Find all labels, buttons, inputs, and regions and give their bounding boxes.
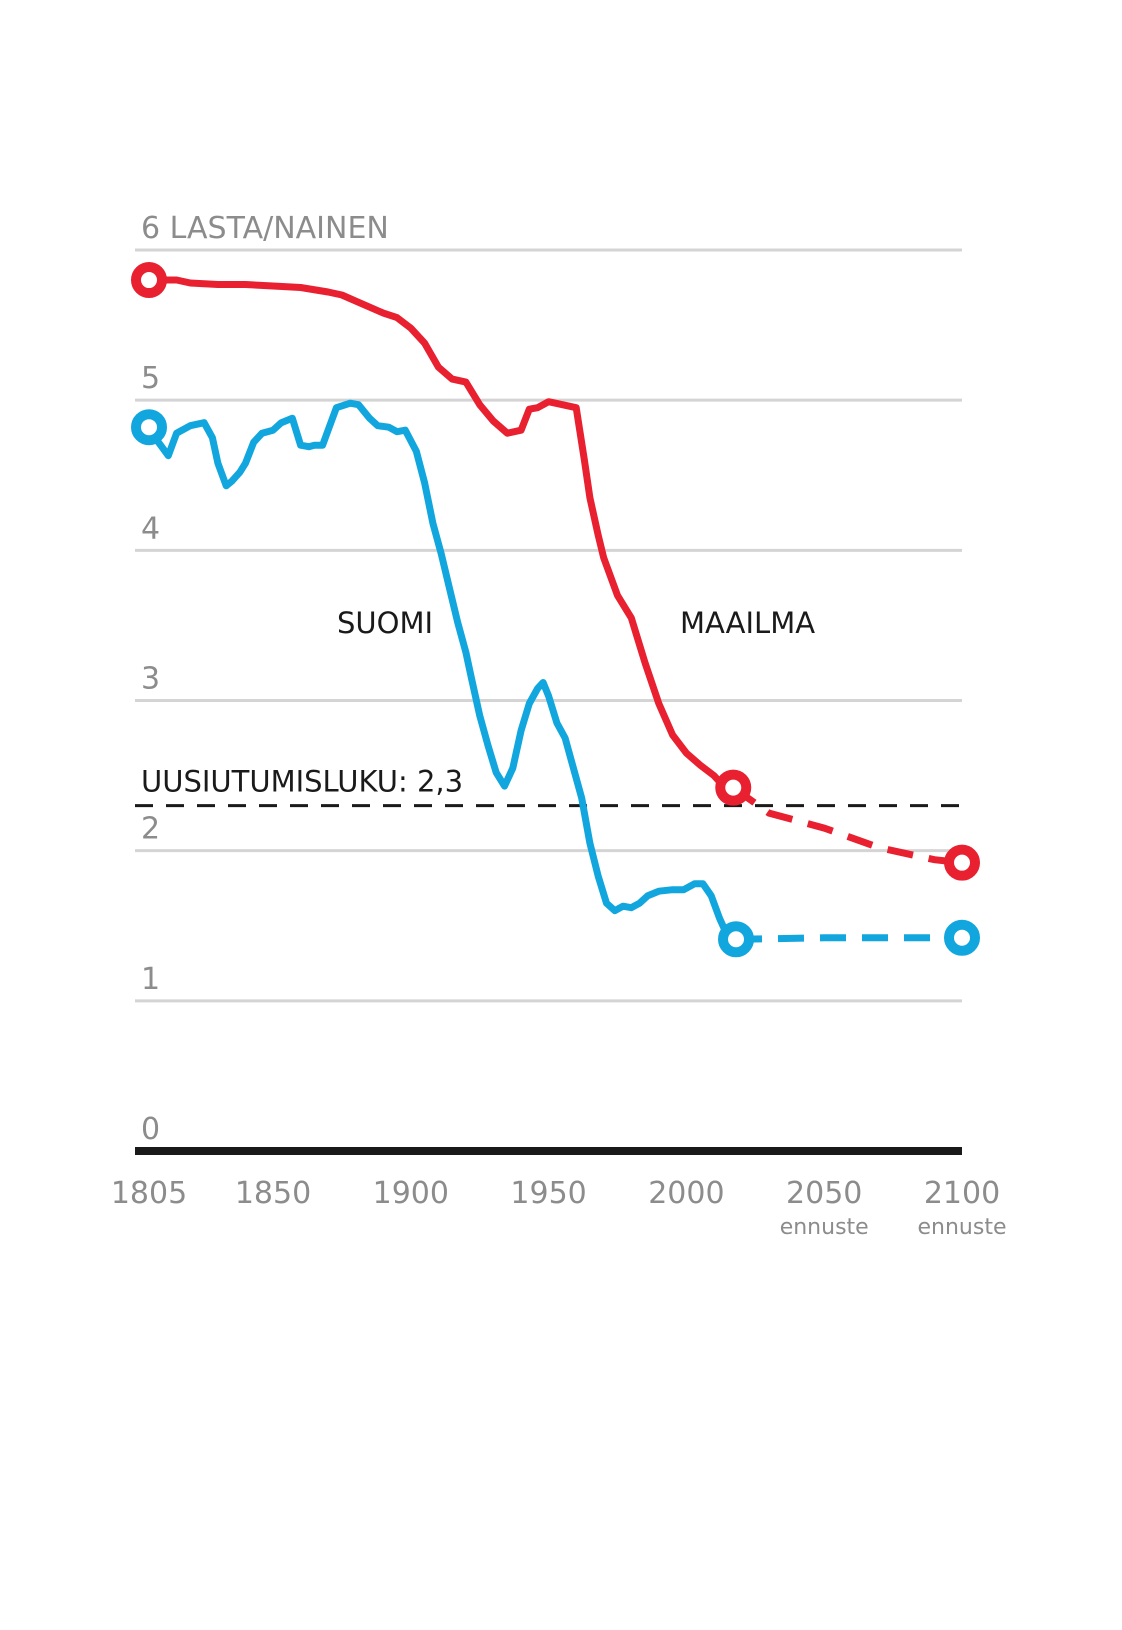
- point-marker-maailma: [131, 262, 167, 299]
- annotations: SUOMI MAAILMA: [337, 606, 815, 640]
- x-tick-label: 2100: [924, 1176, 1000, 1211]
- series-label-suomi: SUOMI: [337, 606, 433, 640]
- y-tick-label: 1: [141, 962, 160, 997]
- x-tick-label: 1900: [373, 1176, 449, 1211]
- y-tick-label: 0: [141, 1112, 160, 1147]
- x-tick-label: 2000: [648, 1176, 724, 1211]
- series-label-maailma: MAAILMA: [680, 606, 815, 640]
- axes: 0 1 2 3 4 5 6 LASTA/NAINEN 1805 1850 1900 1950 2000…: [111, 211, 1007, 1240]
- point-marker-maailma: [944, 844, 980, 881]
- series-forecast-suomi: [735, 934, 962, 943]
- y-tick-label: 5: [141, 361, 160, 396]
- grid-lines: [135, 248, 962, 1003]
- series-forecast-maailma: [731, 784, 963, 867]
- x-tick-label: 2050: [786, 1176, 862, 1211]
- point-marker-suomi: [718, 921, 755, 958]
- series-line-maailma: [145, 276, 737, 792]
- x-tick-label: 1850: [235, 1176, 311, 1211]
- series-lines: [131, 262, 980, 958]
- y-axis-label: 6 LASTA/NAINEN: [141, 211, 389, 246]
- x-tick-sublabel: ennuste: [780, 1215, 869, 1240]
- y-tick-label: 3: [141, 662, 160, 697]
- point-marker-suomi: [131, 409, 167, 446]
- series-line-suomi: [145, 399, 740, 943]
- y-tick-label: 2: [141, 812, 160, 847]
- point-marker-suomi: [944, 919, 980, 956]
- y-tick-label: 4: [141, 511, 160, 546]
- x-tick-label: 1950: [510, 1176, 586, 1211]
- replacement-rate-label: UUSIUTUMISLUKU: 2,3: [141, 765, 463, 799]
- point-marker-maailma: [715, 769, 752, 806]
- replacement-reference: UUSIUTUMISLUKU: 2,3: [135, 765, 962, 808]
- x-tick-label: 1805: [111, 1176, 187, 1211]
- x-tick-sublabel: ennuste: [918, 1215, 1007, 1240]
